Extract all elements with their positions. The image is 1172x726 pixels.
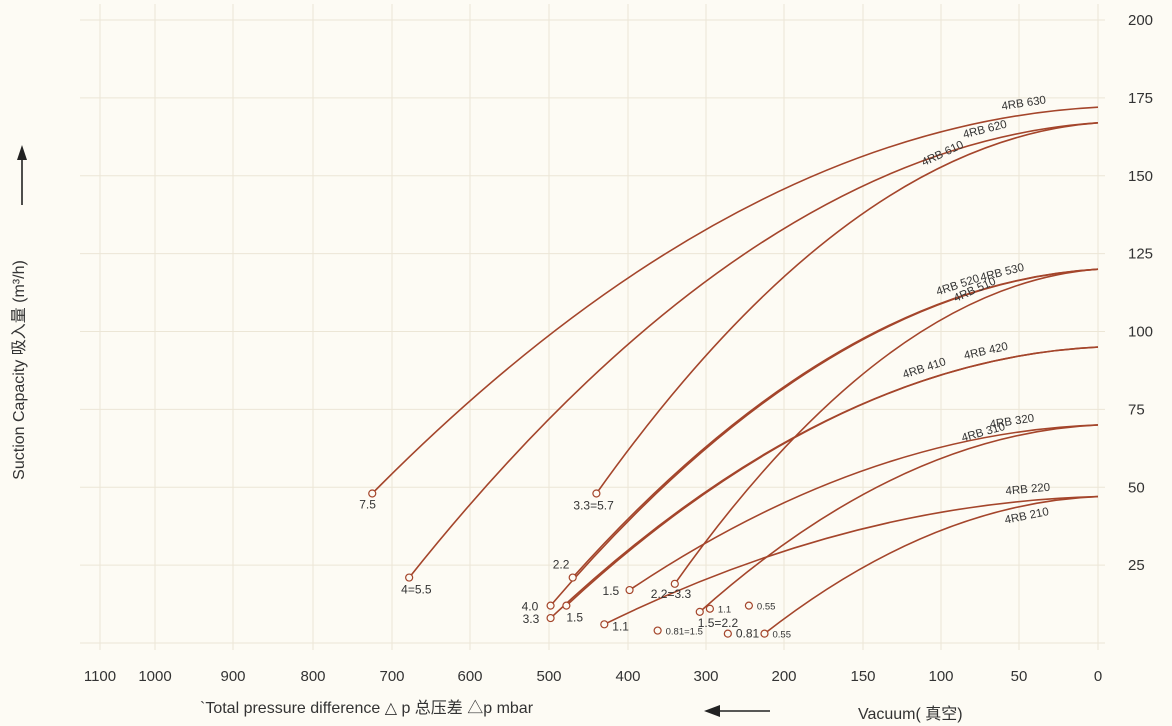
y-tick-label: 100: [1128, 324, 1153, 341]
y-tick-label: 125: [1128, 246, 1153, 263]
y-tick-label: 50: [1128, 479, 1145, 496]
start-point-marker: [592, 489, 601, 498]
x-tick-label: 100: [928, 668, 953, 685]
power-label: 1.1: [718, 605, 731, 616]
start-point-marker: [695, 607, 704, 616]
power-label: 1.5: [603, 584, 620, 598]
curves: [371, 106, 1099, 635]
y-tick-label: 150: [1128, 168, 1153, 185]
curve-4rb-320: [629, 424, 1099, 591]
x-axis-title-right: Vacuum( 真空): [858, 705, 963, 723]
power-label: 4=5.5: [401, 583, 432, 597]
x-tick-label: 50: [1011, 668, 1028, 685]
grid: [80, 4, 1105, 650]
x-tick-label: 300: [693, 668, 718, 685]
power-label: 1.5: [566, 611, 583, 625]
y-axis-title: Suction Capacity 吸入量 (m³/h): [11, 260, 28, 480]
power-label: 0.55: [757, 602, 776, 613]
power-label: 4.0: [522, 600, 539, 614]
extra-point-marker: [723, 629, 732, 638]
curve-4rb-520: [572, 268, 1099, 579]
start-point-marker: [546, 613, 555, 623]
start-point-marker: [405, 573, 414, 582]
power-label: 3.3=5.7: [573, 498, 614, 512]
x-tick-label: 200: [771, 668, 796, 685]
start-point-marker: [760, 629, 769, 638]
x-tick-label: 900: [220, 668, 245, 685]
power-label: 0.81=1.5: [666, 627, 703, 638]
curve-4rb-420: [550, 346, 1099, 619]
extra-point-marker: [705, 604, 715, 613]
power-label: 3.3: [523, 612, 540, 626]
start-point-marker: [546, 601, 555, 610]
curve-4rb-220: [603, 495, 1099, 626]
x-tick-label: 400: [615, 668, 640, 685]
power-label: 0.55: [773, 630, 792, 641]
y-tick-label: 175: [1128, 90, 1153, 107]
direction-arrow-left: [704, 705, 770, 717]
start-point-marker: [600, 620, 609, 629]
power-label: 0.81: [736, 627, 760, 641]
series-label: 4RB 310: [960, 421, 1006, 445]
power-label: 1.1: [612, 619, 629, 633]
x-tick-label: 500: [536, 668, 561, 685]
start-point-marker: [625, 585, 634, 595]
y-axis-ticks: 25 50 75 100 125 150 175 200: [1128, 12, 1153, 574]
x-tick-label: 0: [1094, 668, 1102, 685]
power-label: 2.2=3.3: [651, 587, 692, 601]
curve-4rb-310: [699, 424, 1099, 613]
start-point-marker: [368, 489, 377, 498]
curve-4rb-620: [408, 121, 1099, 579]
series-label: 4RB 220: [1005, 482, 1051, 498]
extra-point-marker: [653, 626, 662, 635]
x-tick-label: 600: [457, 668, 482, 685]
x-tick-label: 700: [379, 668, 404, 685]
x-tick-label: 1000: [138, 668, 171, 685]
y-tick-label: 200: [1128, 12, 1153, 29]
curve-4rb-210: [764, 495, 1099, 635]
power-label: 1.5=2.2: [698, 616, 739, 630]
start-point-marker: [568, 573, 577, 582]
power-label: 2.2: [553, 558, 570, 572]
power-labels: 7.5 4=5.5 3.3=5.7 4.0 2.2 2.2=3.3 3.3 1.5 1.5 1.5…: [359, 497, 791, 640]
y-tick-label: 75: [1128, 401, 1145, 418]
start-point-marker: [670, 579, 679, 588]
x-tick-label: 1100: [84, 668, 116, 685]
x-tick-label: 800: [300, 668, 325, 685]
series-label: 4RB 630: [1001, 94, 1047, 112]
x-axis-title: `Total pressure difference △ p 总压差 △p mb…: [200, 699, 534, 717]
power-label: 7.5: [359, 497, 376, 511]
start-point-marker: [562, 601, 571, 610]
direction-arrow-up: [17, 145, 27, 205]
curve-4rb-510: [674, 268, 1099, 585]
y-tick-label: 25: [1128, 557, 1145, 574]
curve-4rb-410: [565, 346, 1099, 607]
x-axis-ticks: 1100 1000 900 800 700 600 500 400 300 200 150 100 50…: [84, 668, 1102, 685]
extra-point-marker: [744, 601, 754, 610]
series-label: 4RB 610: [920, 139, 966, 169]
curve-4rb-610: [595, 121, 1099, 494]
x-tick-label: 150: [850, 668, 875, 685]
markers: [368, 489, 769, 638]
curve-4rb-630: [371, 106, 1099, 495]
curve-4rb-530: [549, 268, 1099, 607]
